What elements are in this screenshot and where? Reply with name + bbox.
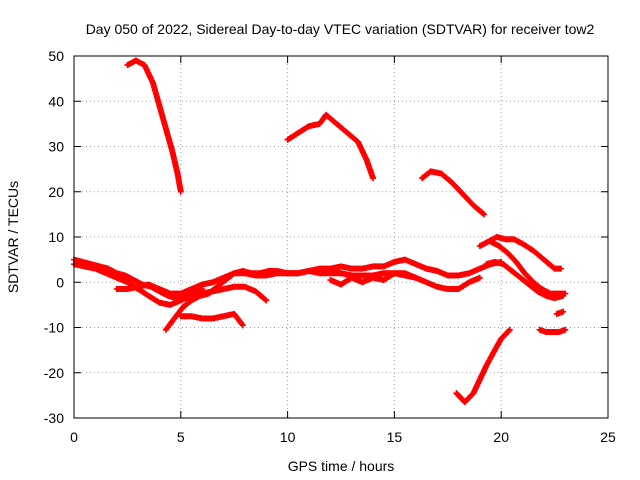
data-point xyxy=(562,326,569,333)
y-tick-label: 50 xyxy=(48,48,64,64)
axis-ticks: 0 5 10 15 20 25 -30 -20 -10 0 10 20 30 40 50 xyxy=(44,48,616,445)
series-arc-j xyxy=(316,256,505,279)
series-arc-l xyxy=(476,234,565,272)
y-tick-label: 40 xyxy=(48,93,64,109)
data-point xyxy=(262,296,269,303)
data-point xyxy=(263,297,270,304)
x-tick-label: 0 xyxy=(70,429,78,445)
chart-title: Day 050 of 2022, Sidereal Day-to-day VTE… xyxy=(86,21,595,37)
data-point xyxy=(177,188,184,195)
x-tick-label: 5 xyxy=(177,429,185,445)
data-series xyxy=(71,57,569,406)
x-tick-label: 10 xyxy=(280,429,296,445)
y-axis-label: SDTVAR / TECUs xyxy=(5,181,21,293)
data-point xyxy=(370,175,377,182)
series-arc-c xyxy=(419,168,488,218)
y-tick-label: -30 xyxy=(44,410,64,426)
y-tick-label: -20 xyxy=(44,365,64,381)
x-axis-label: GPS time / hours xyxy=(288,458,395,474)
series-arc-k xyxy=(327,270,483,293)
x-tick-label: 20 xyxy=(493,429,509,445)
grid-lines xyxy=(74,56,608,418)
data-point xyxy=(476,274,483,281)
x-tick-label: 25 xyxy=(600,429,616,445)
data-point xyxy=(560,308,567,315)
series-arc-m xyxy=(487,238,569,297)
series-arc-b xyxy=(284,111,377,182)
series-arc-p xyxy=(553,308,567,317)
data-point xyxy=(506,326,513,333)
data-point xyxy=(481,211,488,218)
y-tick-label: -10 xyxy=(44,320,64,336)
data-point xyxy=(558,265,565,272)
series-arc-h xyxy=(162,267,419,333)
x-tick-label: 15 xyxy=(387,429,403,445)
data-point xyxy=(505,327,512,334)
y-tick-label: 0 xyxy=(56,274,64,290)
data-point xyxy=(238,321,245,328)
data-point xyxy=(239,322,246,329)
series-arc-d xyxy=(453,326,513,406)
series-arc-i xyxy=(177,310,246,329)
series-arc-a xyxy=(124,57,184,195)
series-arc-n xyxy=(483,258,567,302)
series-arc-f xyxy=(71,261,270,308)
series-arc-o xyxy=(536,326,569,336)
data-point xyxy=(480,210,487,217)
plot-frame xyxy=(73,55,609,419)
y-tick-label: 10 xyxy=(48,229,64,245)
y-tick-label: 30 xyxy=(48,139,64,155)
data-point xyxy=(560,292,567,299)
y-tick-label: 20 xyxy=(48,184,64,200)
